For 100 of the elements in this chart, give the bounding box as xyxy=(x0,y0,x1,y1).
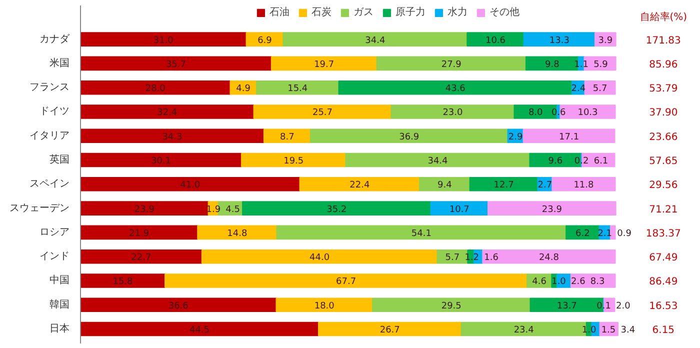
data-label: 17.1 xyxy=(559,132,580,142)
text: 23.66 xyxy=(649,132,678,143)
y-tick-label: フランス xyxy=(30,82,70,94)
data-label: 5.7 xyxy=(445,253,460,264)
data-label: 4.9 xyxy=(236,84,251,94)
y-tick-label: 中国 xyxy=(50,274,70,286)
data-label: 19.5 xyxy=(284,156,304,167)
y-tick-label: 韓国 xyxy=(50,298,70,310)
legend-label: 石炭 xyxy=(312,6,332,19)
data-label: 23.0 xyxy=(442,108,463,118)
data-label: 6.9 xyxy=(258,36,272,46)
data-label: 32.4 xyxy=(157,108,178,118)
data-label: 3.9 xyxy=(598,36,613,46)
data-label: 15.8 xyxy=(112,277,134,288)
data-label: 44.0 xyxy=(310,253,330,264)
data-label: 30.1 xyxy=(150,156,172,167)
text: 53.79 xyxy=(649,84,678,95)
data-label: 29.5 xyxy=(441,301,462,312)
text: 57.65 xyxy=(649,156,678,168)
data-label: 27.9 xyxy=(441,60,462,70)
data-label: 15.4 xyxy=(288,84,308,94)
data-label: 12.7 xyxy=(494,180,514,191)
text: 67.49 xyxy=(649,252,678,264)
data-label: 2.7 xyxy=(538,180,552,191)
data-label: 9.6 xyxy=(548,156,563,167)
data-label: 10.6 xyxy=(485,36,506,46)
data-label: 2.9 xyxy=(508,132,523,142)
data-label: 2.0 xyxy=(616,301,631,312)
data-label: 4.5 xyxy=(226,204,240,215)
data-label: 21.9 xyxy=(129,228,150,239)
text: 171.83 xyxy=(646,35,681,46)
data-label: 14.8 xyxy=(227,228,248,239)
data-label: 34.4 xyxy=(365,36,386,46)
data-label: 19.7 xyxy=(314,60,334,70)
data-label: 36.9 xyxy=(399,132,420,142)
data-label: 34.4 xyxy=(428,156,448,167)
y-tick-label: スウェーデン xyxy=(10,202,70,214)
data-label: 24.8 xyxy=(538,253,560,264)
data-label: 34.3 xyxy=(162,132,182,142)
text: 6.15 xyxy=(652,325,675,336)
data-label: 41.0 xyxy=(180,180,200,191)
data-label: 43.6 xyxy=(445,84,466,94)
data-label: 67.7 xyxy=(336,277,356,288)
data-label: 3.4 xyxy=(620,326,636,336)
data-label: 31.0 xyxy=(153,36,174,46)
y-tick-label: 米国 xyxy=(50,56,70,69)
data-label: 36.6 xyxy=(168,301,189,312)
data-label: 23.9 xyxy=(134,204,155,215)
data-label: 13.3 xyxy=(549,36,570,46)
data-label: 4.6 xyxy=(532,277,547,288)
data-label: 28.0 xyxy=(145,84,166,94)
data-label: 6.2 xyxy=(576,228,590,239)
data-label: 10.7 xyxy=(449,204,470,215)
text: 29.56 xyxy=(649,180,678,192)
data-label: 35.2 xyxy=(326,204,347,215)
data-label: 18.0 xyxy=(314,301,335,312)
text: 85.96 xyxy=(649,59,678,70)
legend-label: 石油 xyxy=(270,6,290,19)
data-label: 1.2 xyxy=(464,253,480,264)
data-label: 9.4 xyxy=(438,180,452,191)
text: 71.21 xyxy=(649,204,678,216)
data-label: 25.7 xyxy=(312,108,333,118)
data-label: 22.7 xyxy=(131,253,152,264)
text: 86.49 xyxy=(649,276,678,288)
data-label: 1.5 xyxy=(601,326,616,336)
y-tick-label: 日本 xyxy=(50,322,70,335)
text: 16.53 xyxy=(649,300,678,312)
data-label: 0.2 xyxy=(574,156,589,167)
legend-label: 水力 xyxy=(448,6,468,19)
data-label: 54.1 xyxy=(411,228,432,239)
data-label: 9.8 xyxy=(545,60,560,70)
data-label: 1.6 xyxy=(484,253,499,264)
data-label: 8.0 xyxy=(528,108,544,118)
data-label: 10.3 xyxy=(578,108,598,118)
data-label: 8.7 xyxy=(280,132,294,142)
data-label: 2.6 xyxy=(571,277,586,288)
data-label: 23.4 xyxy=(514,326,534,336)
y-tick-label: インド xyxy=(40,251,70,262)
data-label: 13.7 xyxy=(556,301,577,312)
y-tick-label: ロシア xyxy=(40,226,70,238)
data-label: 22.4 xyxy=(350,180,370,191)
data-label: 8.3 xyxy=(590,277,605,288)
text: 自給率(%) xyxy=(640,11,688,24)
legend-label: その他 xyxy=(490,6,520,19)
data-label: 26.7 xyxy=(380,326,400,336)
y-tick-label: カナダ xyxy=(40,32,70,45)
text: 183.37 xyxy=(646,228,681,240)
text: 37.90 xyxy=(649,108,678,119)
data-label: 23.9 xyxy=(542,204,562,215)
data-label: 5.9 xyxy=(594,60,608,70)
y-tick-label: イタリア xyxy=(30,130,70,142)
legend-label: 原子力 xyxy=(396,6,426,19)
data-label: 0.9 xyxy=(617,228,632,239)
data-label: 44.5 xyxy=(189,326,210,336)
data-label: 0.6 xyxy=(551,108,566,118)
data-label: 6.1 xyxy=(594,156,608,167)
y-tick-label: 英国 xyxy=(50,154,70,166)
y-tick-label: ドイツ xyxy=(40,106,70,118)
data-label: 1.0 xyxy=(582,326,597,336)
data-label: 11.8 xyxy=(574,180,594,191)
